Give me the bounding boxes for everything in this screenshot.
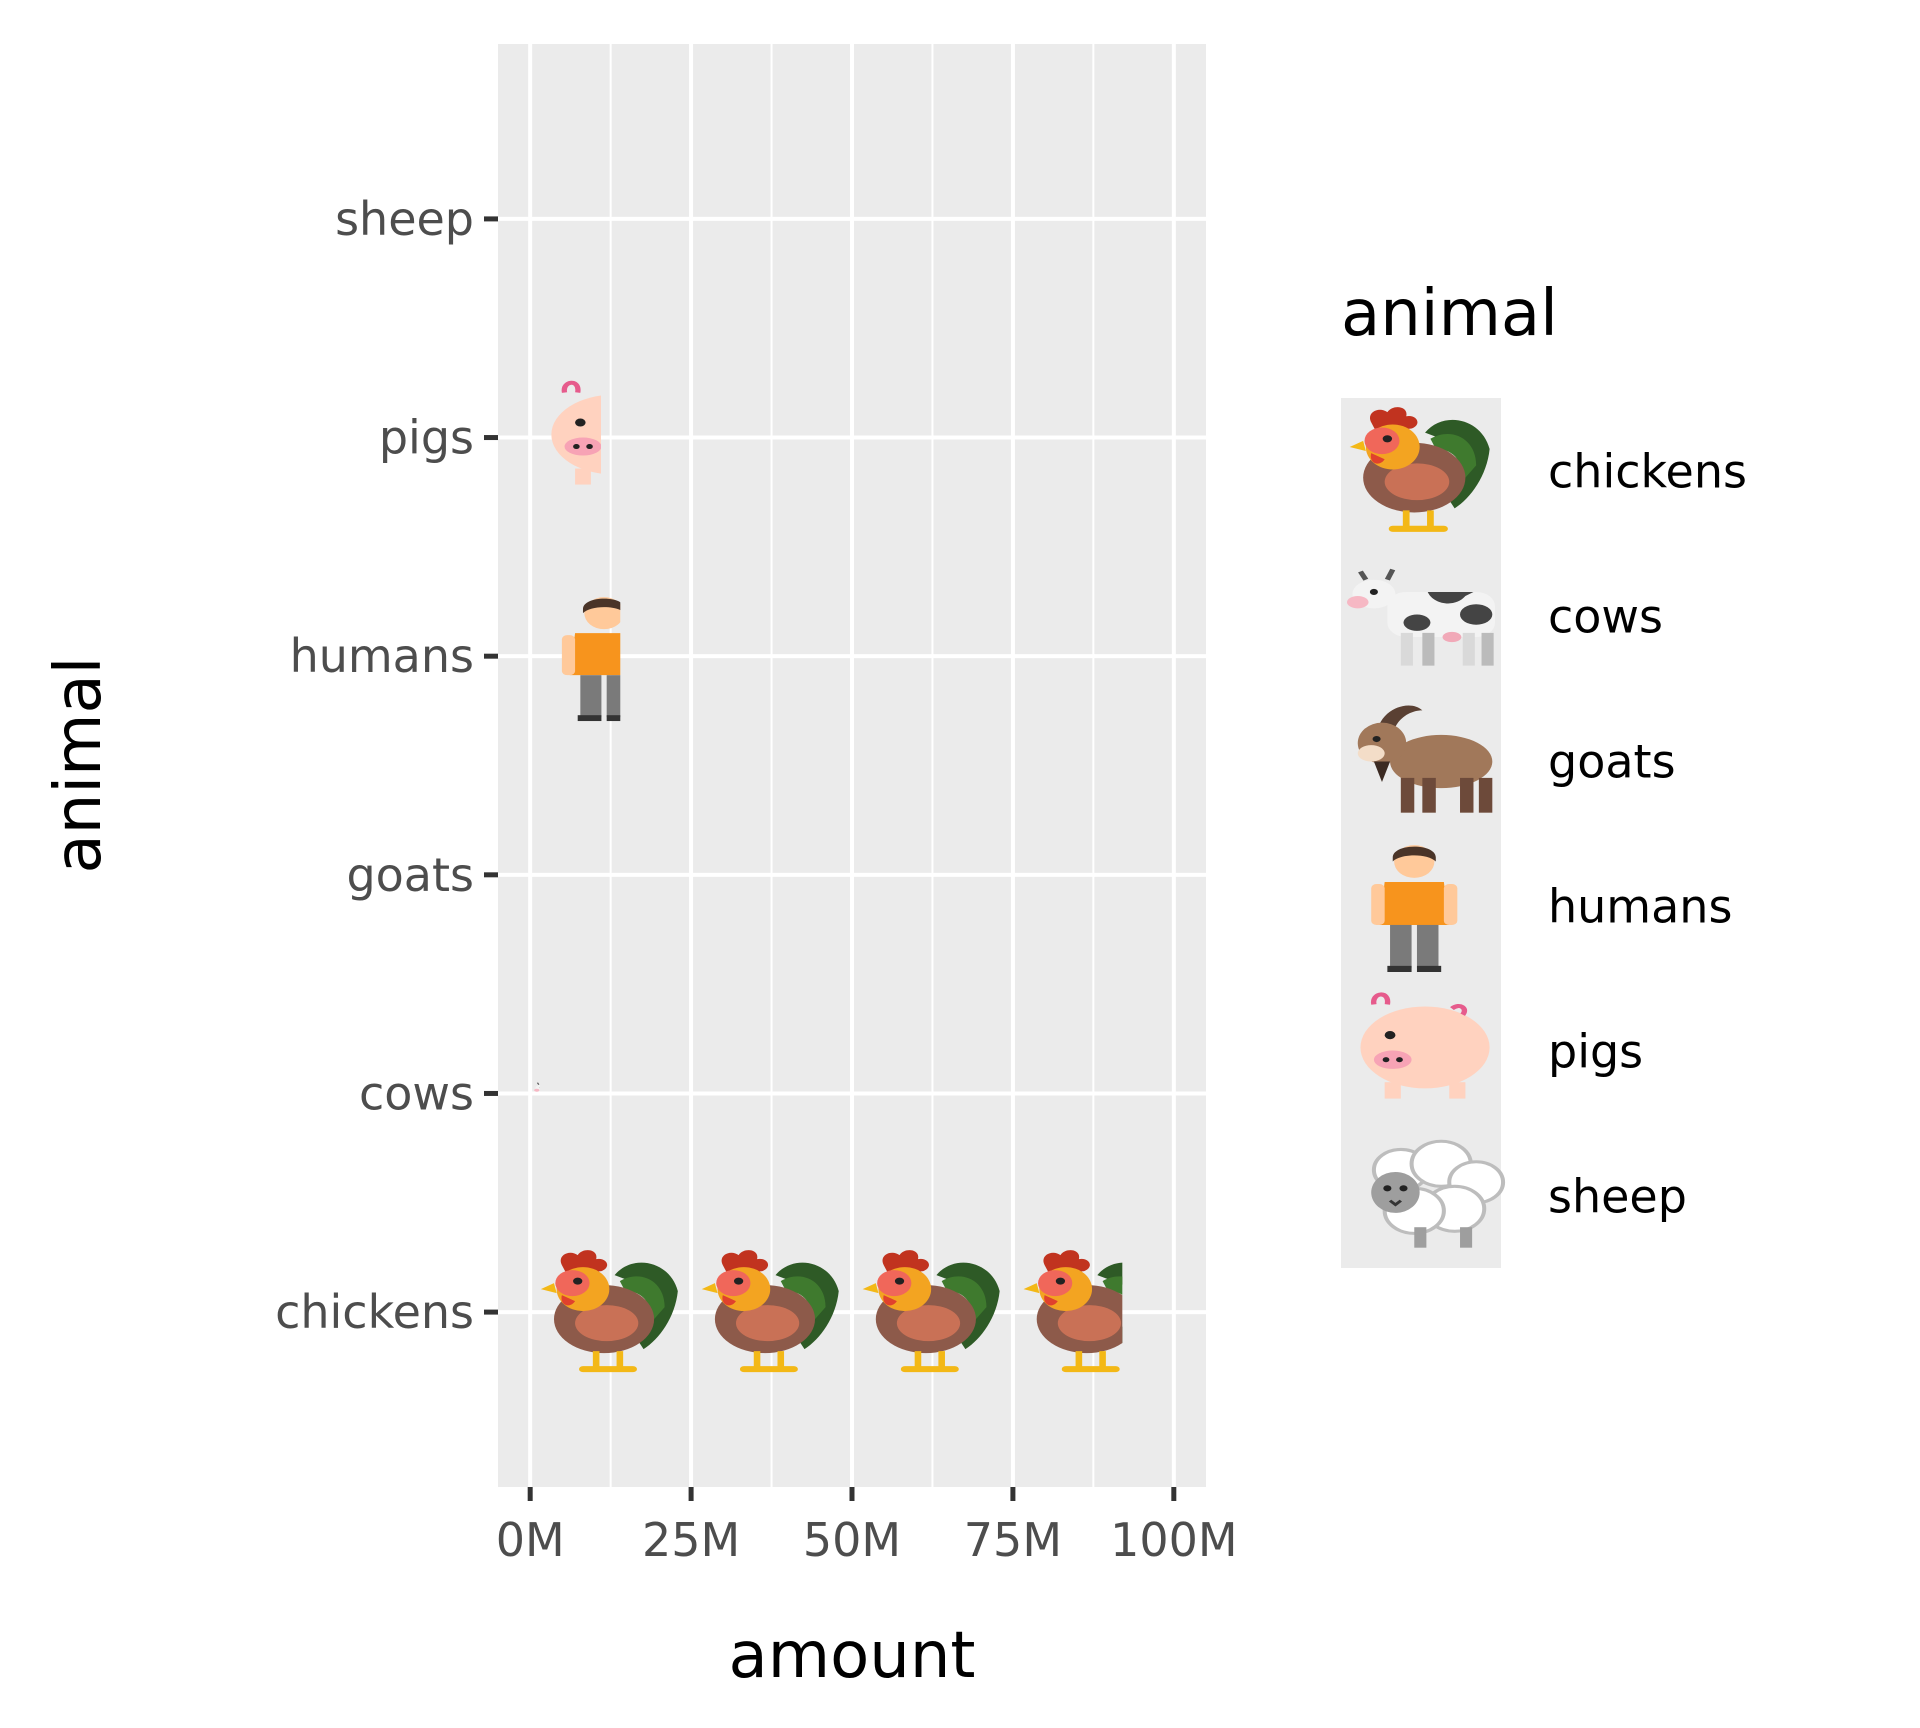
legend-item-cows: cows (1341, 543, 1663, 688)
legend-title: animal (1341, 277, 1558, 351)
x-tick-label: 0M (496, 1513, 565, 1567)
x-tick-label: 25M (642, 1513, 740, 1567)
x-axis-title: amount (729, 1619, 976, 1693)
x-tick-label: 75M (964, 1513, 1062, 1567)
legend-item-goats: goats (1341, 688, 1676, 833)
y-tick-label: cows (359, 1066, 474, 1120)
legend-label: goats (1548, 735, 1676, 789)
legend-label: chickens (1548, 445, 1747, 499)
legend-item-humans: humans (1341, 833, 1732, 978)
legend-label: pigs (1548, 1025, 1643, 1079)
legend-label: humans (1548, 880, 1732, 934)
legend-label: sheep (1548, 1170, 1687, 1224)
legend: animal chickens cows goats humans pigs sheep (1341, 277, 1747, 1268)
legend-item-pigs: pigs (1341, 978, 1643, 1123)
x-tick-label: 50M (803, 1513, 901, 1567)
y-tick-label: chickens (275, 1285, 474, 1339)
y-tick-label: humans (290, 629, 474, 683)
axes: 0M 25M 50M 75M 100M chickens cows goats humans pi… (275, 192, 1238, 1567)
legend-item-sheep: sheep (1341, 1123, 1687, 1268)
x-tick-label: 100M (1110, 1513, 1238, 1567)
y-tick-label: sheep (335, 192, 474, 246)
y-tick-label: pigs (379, 411, 474, 465)
legend-item-chickens: chickens (1341, 398, 1747, 543)
legend-label: cows (1548, 590, 1663, 644)
y-tick-label: goats (346, 848, 474, 902)
y-axis-title: animal (42, 657, 116, 874)
